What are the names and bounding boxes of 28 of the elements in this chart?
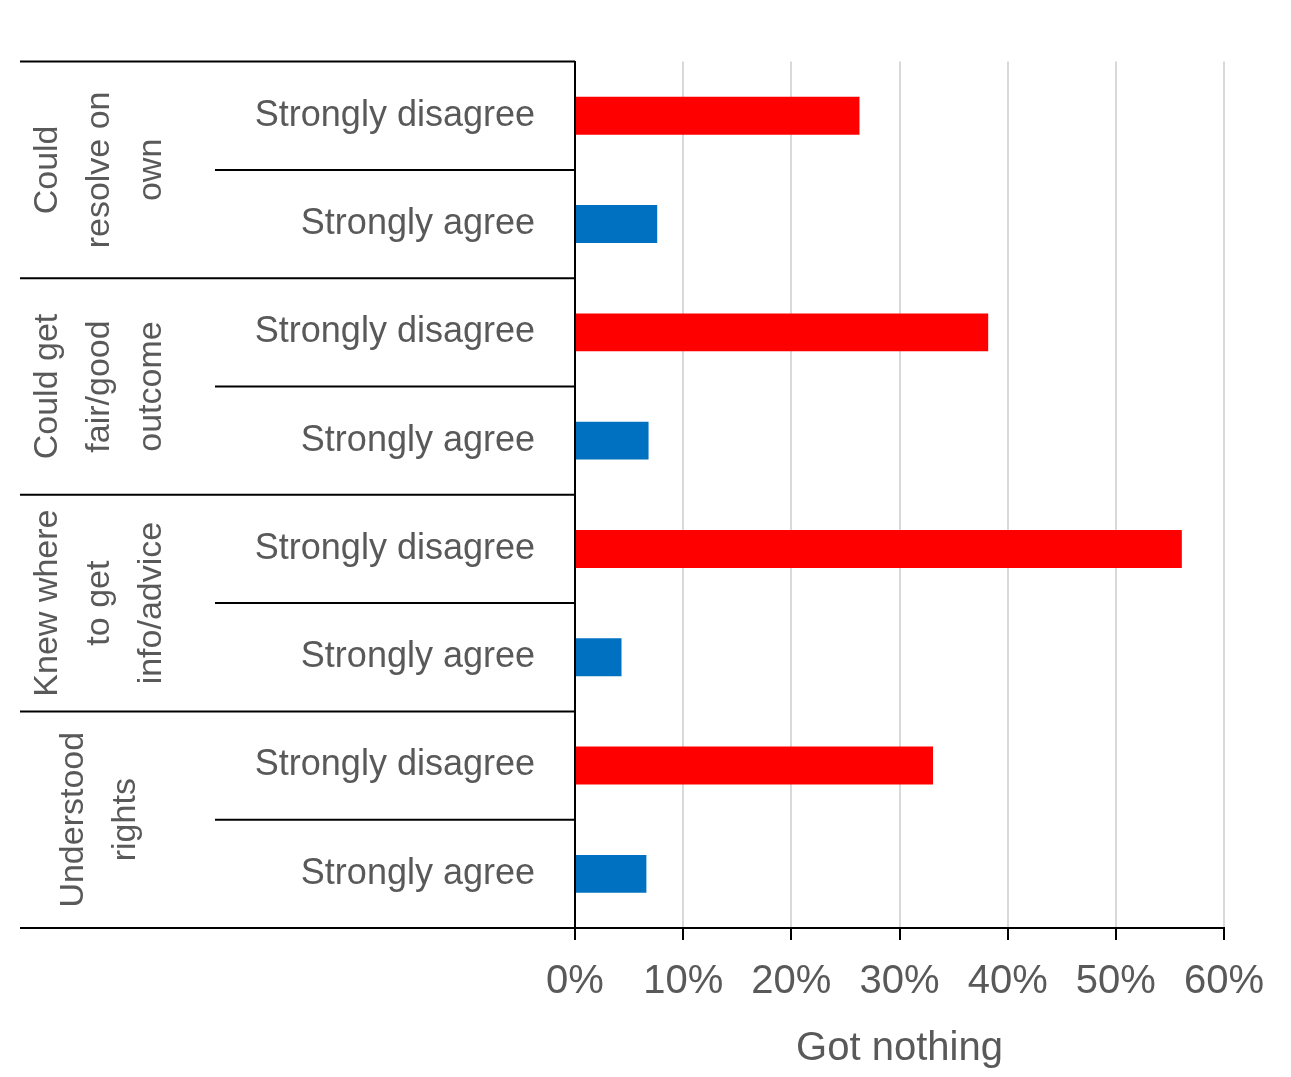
x-tick-label: 30% (859, 957, 940, 1002)
y-tick-label: Strongly agree (300, 200, 535, 242)
y-tick-label: Strongly disagree (254, 525, 535, 567)
bar (576, 746, 934, 785)
y-tick-label: Strongly disagree (254, 309, 535, 351)
bar (576, 205, 658, 243)
bar (576, 530, 1182, 568)
x-tick-label: 0% (546, 957, 604, 1002)
y-tick-label: Strongly agree (300, 634, 535, 676)
y-tick-label: Strongly disagree (254, 742, 535, 784)
bar (576, 638, 622, 677)
bar (576, 313, 989, 352)
x-tick-label: 50% (1075, 957, 1156, 1002)
y-tick-label: Strongly disagree (254, 92, 535, 134)
y-tick-label: Strongly agree (300, 417, 535, 459)
bar (576, 854, 647, 893)
x-tick-label: 10% (643, 957, 724, 1002)
x-tick-label: 40% (967, 957, 1048, 1002)
x-tick-label: 20% (751, 957, 832, 1002)
bar (576, 96, 860, 135)
x-axis-title: Got nothing (796, 1024, 1003, 1069)
x-tick-label: 60% (1183, 957, 1265, 1002)
bar (576, 421, 649, 460)
text: Could get fair/good outcome (26, 313, 169, 460)
y-tick-label: Strongly agree (300, 850, 535, 892)
text: Could resolve on own (26, 91, 169, 249)
text: Understood rights (52, 731, 143, 908)
text: Knew where to get info/advice (26, 509, 169, 697)
